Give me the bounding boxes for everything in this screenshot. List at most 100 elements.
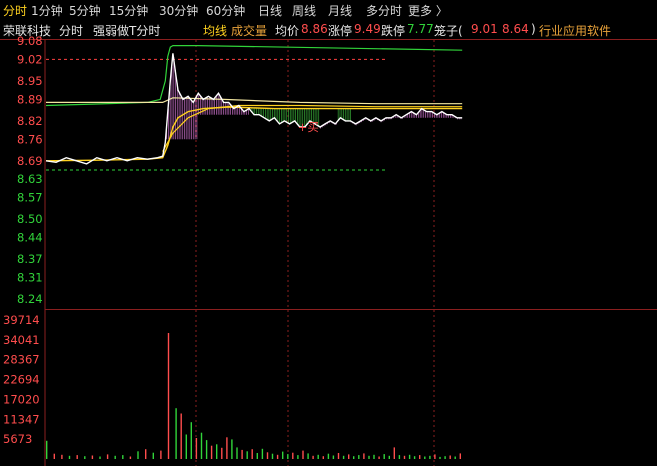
strength-column-green <box>279 108 280 124</box>
volume-bar <box>160 450 162 459</box>
strength-column-green <box>312 108 314 123</box>
strength-column-green <box>282 108 284 122</box>
strength-column-pink <box>246 110 247 115</box>
tab-period-9[interactable]: 多分时 <box>366 4 403 18</box>
strength-column-pink <box>205 98 207 115</box>
strength-column-pink <box>168 108 169 140</box>
tab-period-4[interactable]: 30分钟 <box>159 4 199 18</box>
avg-line-label: 均线 <box>203 24 228 38</box>
volume-bar <box>261 448 264 459</box>
tab-period-5[interactable]: 60分钟 <box>206 4 246 18</box>
strength-column-pink <box>423 109 425 118</box>
strength-column-pink <box>228 102 230 115</box>
strength-column-pink <box>328 121 330 124</box>
strength-column-green <box>300 108 302 127</box>
tab-intraday[interactable]: 分时 <box>3 4 28 18</box>
strength-column-green <box>293 108 295 122</box>
strength-column-pink <box>189 97 191 140</box>
volume-tick-label: 11347 <box>3 412 40 426</box>
strength-column-green <box>307 108 309 124</box>
volume-bar <box>241 449 243 459</box>
strength-column-pink <box>200 95 201 115</box>
buy-annotation: +买 <box>298 120 319 134</box>
tab-period-1[interactable]: 1分钟 <box>31 4 63 18</box>
volume-bar <box>256 453 258 459</box>
avg-price-value: 8.86 <box>301 22 328 36</box>
strength-column-pink <box>221 98 223 115</box>
strength-column-pink <box>405 115 407 118</box>
strength-column-green <box>289 108 291 124</box>
tab-period-10[interactable]: 更多 〉 <box>408 4 448 18</box>
tab-period-7[interactable]: 周线 <box>292 4 317 18</box>
strength-column-pink <box>419 110 421 118</box>
tab-period-6[interactable]: 日线 <box>258 4 283 18</box>
volume-bar <box>368 455 370 459</box>
strength-column-pink <box>219 95 221 115</box>
strength-column-pink <box>373 119 375 121</box>
volume-bar <box>251 449 253 459</box>
stock-name: 荣联科技 <box>3 24 52 38</box>
volume-bar <box>419 455 421 459</box>
price-tick-label: 8.82 <box>17 114 43 128</box>
strength-column-pink <box>210 97 212 115</box>
strength-column-pink <box>435 114 437 118</box>
strength-column-green <box>302 108 304 127</box>
volume-bar <box>353 456 355 459</box>
strength-column-green <box>273 108 275 119</box>
strength-column-pink <box>323 124 325 127</box>
tab-period-2[interactable]: 5分钟 <box>69 4 101 18</box>
volume-bar <box>429 455 431 459</box>
volume-bar <box>292 452 294 459</box>
volume-bar <box>322 456 324 459</box>
strength-column-pink <box>375 118 377 120</box>
strength-column-pink <box>212 98 214 115</box>
strength-column-green <box>257 108 259 115</box>
strength-column-pink <box>434 113 435 118</box>
strength-column-pink <box>207 97 208 115</box>
volume-bar <box>302 450 304 459</box>
strength-column-pink <box>450 114 451 118</box>
volume-bar <box>312 455 314 459</box>
volume-bar <box>46 440 48 459</box>
strength-column-pink <box>214 98 215 115</box>
volume-bar <box>413 456 416 459</box>
strength-column-pink <box>239 105 240 115</box>
price-tick-label: 8.50 <box>17 212 43 226</box>
tab-period-8[interactable]: 月线 <box>328 4 353 18</box>
strength-column-green <box>295 108 296 122</box>
industry-label[interactable]: 行业应用软件 <box>539 24 612 38</box>
strength-column-pink <box>442 112 444 118</box>
strength-column-pink <box>248 109 249 115</box>
strength-column-green <box>337 108 339 121</box>
strength-column-pink <box>233 108 235 115</box>
strength-column-green <box>284 108 286 121</box>
strength-column-pink <box>201 97 203 115</box>
strength-column-pink <box>394 115 396 118</box>
strength-column-pink <box>451 114 453 118</box>
strength-column-pink <box>428 111 430 118</box>
indicator-name[interactable]: 强弱做T分时 <box>93 24 161 38</box>
volume-bar <box>276 454 279 459</box>
strength-column-green <box>265 108 266 119</box>
strength-column-pink <box>171 67 173 140</box>
tab-period-3[interactable]: 15分钟 <box>109 4 149 18</box>
strength-column-pink <box>325 123 327 126</box>
volume-bar <box>403 455 406 459</box>
strength-column-green <box>339 108 341 119</box>
mode-label[interactable]: 分时 <box>59 24 84 38</box>
strength-column-pink <box>198 93 200 115</box>
volume-bar <box>439 456 441 459</box>
strength-column-green <box>314 108 316 124</box>
strength-column-green <box>250 108 252 111</box>
strength-column-pink <box>320 127 321 129</box>
strength-column-pink <box>364 118 366 120</box>
volume-bar <box>449 455 451 459</box>
volume-bar <box>282 451 284 459</box>
strength-column-pink <box>203 99 205 115</box>
strength-column-green <box>316 108 318 125</box>
volume-bar <box>358 455 360 459</box>
volume-bar <box>434 454 436 459</box>
strength-column-pink <box>216 96 217 115</box>
strength-column-pink <box>412 112 414 118</box>
